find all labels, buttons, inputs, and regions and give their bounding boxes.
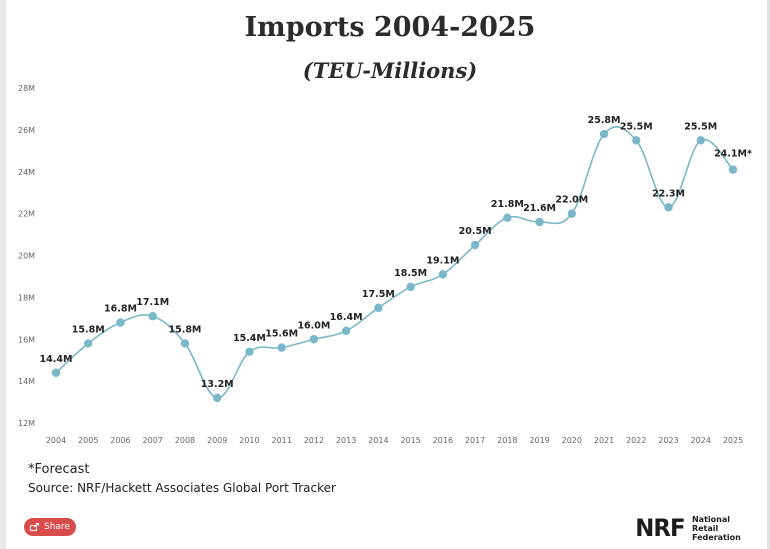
y-tick-label: 18M bbox=[18, 293, 35, 302]
data-point[interactable] bbox=[535, 217, 544, 227]
data-label: 15.6M bbox=[265, 329, 298, 340]
data-label: 13.2M bbox=[201, 379, 234, 390]
data-point[interactable] bbox=[116, 318, 125, 327]
data-label: 22.3M bbox=[652, 188, 685, 199]
data-point[interactable] bbox=[632, 136, 641, 145]
x-tick-label: 2008 bbox=[175, 436, 195, 445]
data-point[interactable] bbox=[696, 136, 705, 145]
x-tick-label: 2006 bbox=[110, 436, 130, 445]
data-label: 24.1M* bbox=[714, 149, 752, 160]
data-label: 21.8M bbox=[491, 199, 524, 210]
share-button[interactable]: Share bbox=[24, 518, 76, 536]
chart-subtitle: (TEU-Millions) bbox=[302, 58, 478, 83]
x-tick-label: 2012 bbox=[304, 436, 324, 445]
data-point[interactable] bbox=[664, 203, 673, 212]
y-tick-label: 14M bbox=[18, 377, 35, 386]
logo-line-1: National bbox=[691, 514, 730, 524]
data-point[interactable] bbox=[245, 347, 254, 357]
y-tick-label: 28M bbox=[18, 84, 35, 93]
data-point[interactable] bbox=[277, 343, 286, 352]
x-tick-label: 2021 bbox=[594, 436, 614, 445]
source-footnote: Source: NRF/Hackett Associates Global Po… bbox=[28, 481, 336, 495]
data-point[interactable] bbox=[728, 165, 738, 174]
data-label: 22.0M bbox=[555, 195, 588, 206]
data-label: 21.6M bbox=[523, 203, 556, 214]
data-label: 16.8M bbox=[104, 304, 137, 315]
data-label: 15.8M bbox=[72, 324, 105, 335]
x-tick-label: 2023 bbox=[658, 436, 678, 445]
x-tick-label: 2004 bbox=[46, 436, 66, 445]
data-label: 15.4M bbox=[233, 333, 266, 344]
data-label: 25.5M bbox=[684, 121, 717, 132]
data-label: 17.1M bbox=[136, 297, 169, 308]
data-label: 19.1M bbox=[426, 255, 459, 266]
data-label: 16.4M bbox=[330, 312, 363, 323]
data-point[interactable] bbox=[374, 303, 383, 313]
y-tick-label: 26M bbox=[18, 126, 35, 135]
y-tick-label: 24M bbox=[18, 168, 35, 177]
chart-title: Imports 2004-2025 bbox=[244, 12, 536, 43]
x-tick-label: 2015 bbox=[400, 436, 420, 445]
x-tick-label: 2014 bbox=[368, 436, 388, 445]
data-point[interactable] bbox=[212, 393, 222, 403]
nrf-logo-mark: NRF bbox=[635, 514, 685, 542]
share-label: Share bbox=[44, 522, 70, 532]
data-point[interactable] bbox=[406, 282, 415, 292]
data-label: 20.5M bbox=[459, 226, 492, 237]
data-point[interactable] bbox=[51, 368, 61, 377]
data-point[interactable] bbox=[309, 335, 319, 344]
x-tick-label: 2025 bbox=[723, 436, 743, 445]
y-tick-label: 20M bbox=[18, 252, 35, 261]
y-tick-label: 12M bbox=[18, 419, 35, 428]
data-label: 18.5M bbox=[394, 268, 427, 279]
logo-line-2: Retail bbox=[691, 523, 719, 533]
x-tick-label: 2019 bbox=[529, 436, 549, 445]
series-line bbox=[55, 125, 734, 399]
share-icon bbox=[30, 523, 39, 531]
nrf-logo-text: National Retail Federation bbox=[692, 515, 741, 542]
x-tick-label: 2005 bbox=[78, 436, 98, 445]
data-label: 25.8M bbox=[588, 115, 621, 126]
data-point[interactable] bbox=[148, 312, 157, 321]
data-point[interactable] bbox=[438, 270, 448, 279]
x-tick-label: 2024 bbox=[691, 436, 711, 445]
data-label: 25.5M bbox=[620, 121, 653, 132]
data-point[interactable] bbox=[180, 339, 190, 348]
data-point[interactable] bbox=[341, 326, 351, 336]
data-point[interactable] bbox=[567, 209, 577, 218]
x-tick-label: 2016 bbox=[433, 436, 453, 445]
x-tick-label: 2009 bbox=[207, 436, 227, 445]
x-tick-label: 2013 bbox=[336, 436, 356, 445]
window-edge-right bbox=[767, 0, 770, 549]
data-label: 16.0M bbox=[297, 320, 330, 331]
y-tick-label: 22M bbox=[18, 210, 35, 219]
data-label: 14.4M bbox=[40, 354, 73, 365]
data-label: 17.5M bbox=[362, 289, 395, 300]
x-tick-label: 2017 bbox=[465, 436, 485, 445]
data-point[interactable] bbox=[503, 213, 512, 223]
x-tick-label: 2010 bbox=[239, 436, 259, 445]
data-point[interactable] bbox=[599, 129, 609, 139]
data-point[interactable] bbox=[470, 240, 480, 250]
x-tick-label: 2020 bbox=[562, 436, 582, 445]
data-label: 15.8M bbox=[168, 324, 201, 335]
x-tick-label: 2022 bbox=[626, 436, 646, 445]
data-point[interactable] bbox=[84, 339, 93, 348]
y-tick-label: 16M bbox=[18, 335, 35, 344]
x-tick-label: 2007 bbox=[143, 436, 163, 445]
x-tick-label: 2018 bbox=[497, 436, 517, 445]
nrf-logo: NRF National Retail Federation bbox=[634, 514, 741, 542]
forecast-footnote: *Forecast bbox=[28, 462, 90, 477]
logo-line-3: Federation bbox=[691, 532, 741, 542]
x-tick-label: 2011 bbox=[271, 436, 291, 445]
window-edge-left bbox=[0, 0, 6, 549]
